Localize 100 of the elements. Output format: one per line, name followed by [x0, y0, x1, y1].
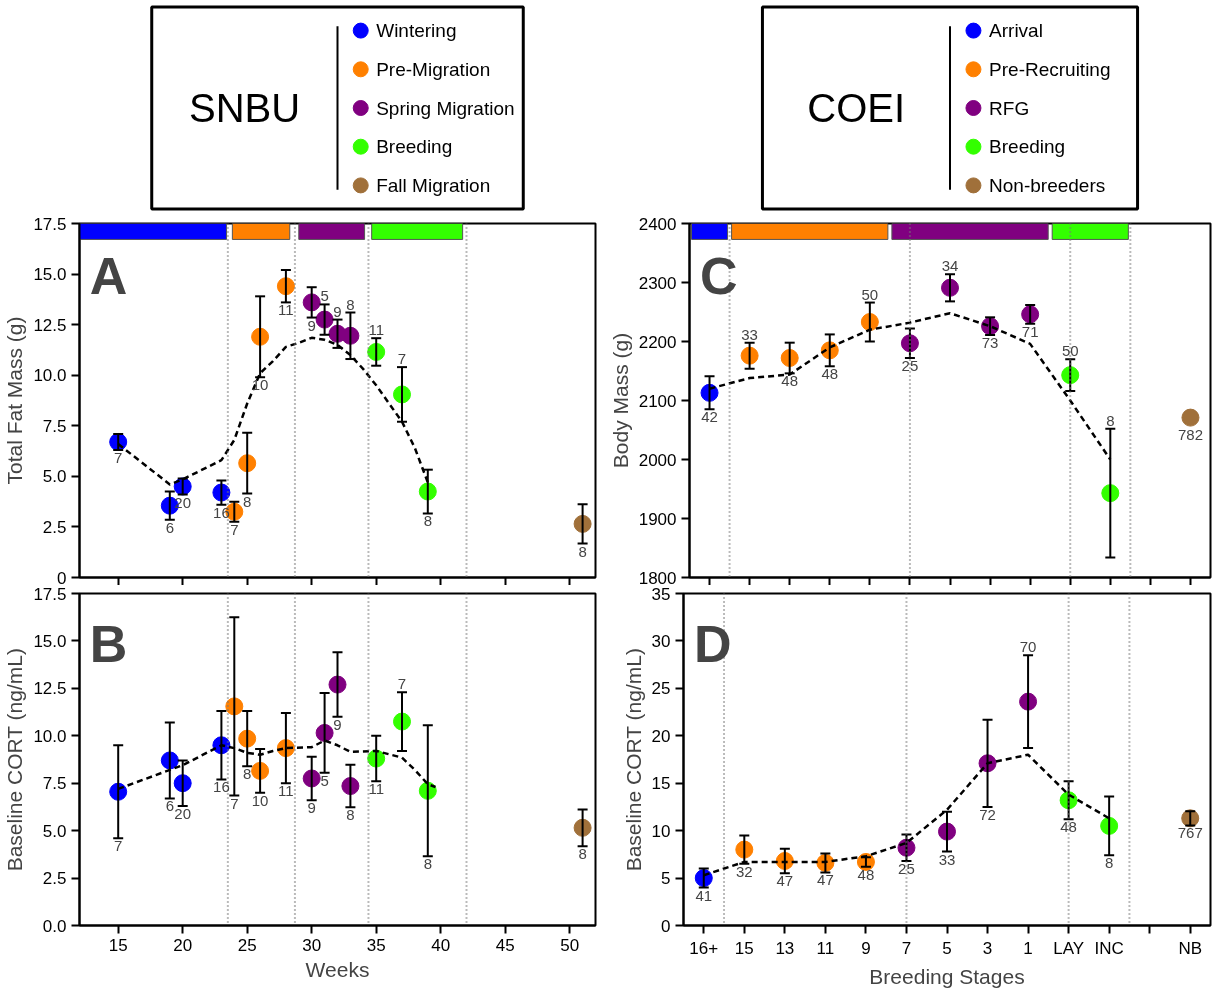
annotation: 16: [213, 778, 230, 796]
legend-label: Pre-Recruiting: [989, 58, 1111, 80]
x-tick-label: 45: [495, 935, 515, 955]
annotation: 5: [320, 771, 329, 789]
x-tick-label: 40: [431, 935, 451, 955]
annotation: 50: [1061, 342, 1079, 360]
annotation: 8: [243, 765, 252, 783]
annotation: B: [89, 615, 128, 674]
y-tick-label: 20: [651, 726, 671, 746]
legend-label: Spring Migration: [376, 97, 515, 119]
annotation: 11: [368, 321, 384, 339]
annotation: 7: [397, 675, 407, 693]
x-tick-label: 7: [901, 938, 912, 958]
x-tick-label: 15: [734, 938, 754, 958]
y-tick-label: 0: [661, 916, 671, 936]
annotation: 71: [1021, 322, 1039, 340]
annotation: A: [89, 246, 128, 305]
annotation: 9: [333, 302, 342, 320]
y-tick-label: 5.0: [42, 821, 67, 841]
y-tick-label: 2400: [638, 214, 677, 234]
annotation: 7: [114, 837, 123, 855]
x-tick-label: 20: [173, 935, 193, 955]
y-tick-label: 12.5: [33, 679, 67, 699]
y-tick-label: 0.0: [42, 916, 67, 936]
x-tick-label: LAY: [1053, 938, 1085, 958]
y-axis-title: Baseline CORT (ng/mL): [3, 648, 27, 872]
y-tick-label: 2200: [638, 332, 677, 352]
annotation: 8: [243, 492, 252, 510]
y-tick-label: 30: [651, 631, 671, 651]
x-tick-label: 15: [108, 935, 128, 955]
y-tick-label: 10: [651, 821, 671, 841]
annotation: 70: [1019, 638, 1037, 656]
y-tick-label: 17.5: [33, 214, 67, 234]
legend-label: Fall Migration: [376, 174, 491, 196]
y-axis-title: Body Mass (g): [608, 332, 632, 469]
y-tick-label: 2000: [638, 450, 677, 470]
x-tick-label: 35: [366, 935, 386, 955]
legend-label: Pre-Migration: [376, 58, 491, 80]
y-axis-title: Total Fat Mass (g): [3, 316, 27, 485]
annotation: 42: [701, 408, 718, 426]
annotation: 7: [230, 520, 239, 538]
y-tick-label: 2.5: [42, 517, 67, 537]
annotation: 782: [1177, 425, 1203, 443]
annotation: 8: [423, 512, 432, 530]
x-tick-label: 3: [982, 938, 993, 958]
annotation: 8: [346, 806, 355, 824]
x-tick-label: 30: [302, 935, 322, 955]
annotation: 7: [397, 350, 407, 368]
x-axis-title: Breeding Stages: [869, 964, 1025, 988]
annotation: 5: [320, 287, 329, 305]
y-tick-label: 12.5: [33, 315, 67, 335]
y-tick-label: 2300: [638, 273, 677, 293]
annotation: 6: [165, 797, 174, 815]
x-tick-label: INC: [1094, 938, 1124, 958]
y-tick-label: 2100: [638, 391, 677, 411]
annotation: 8: [1104, 854, 1114, 872]
annotation: 10: [251, 791, 269, 809]
x-tick-label: 1: [1023, 938, 1033, 958]
annotation: C: [699, 246, 738, 305]
annotation: 33: [938, 850, 956, 868]
annotation: 11: [278, 301, 294, 319]
annotation: 48: [857, 865, 875, 883]
annotation: 10: [251, 376, 269, 394]
legend-label: Breeding: [989, 136, 1066, 158]
annotation: 34: [941, 257, 959, 275]
annotation: 11: [278, 782, 294, 800]
annotation: 41: [695, 886, 713, 904]
annotation: 7: [114, 449, 123, 467]
annotation: 20: [174, 804, 192, 822]
legend-label: RFG: [989, 97, 1030, 119]
annotation: 32: [735, 862, 753, 880]
annotation: 8: [578, 542, 587, 560]
legend-label: Wintering: [376, 20, 457, 42]
annotation: 25: [898, 860, 915, 877]
annotation: 767: [1177, 824, 1203, 842]
annotation: 8: [1106, 411, 1115, 429]
x-tick-label: 9: [861, 938, 871, 958]
legend-title: SNBU: [189, 86, 301, 130]
annotation: 9: [307, 799, 316, 817]
y-tick-label: 15.0: [33, 631, 67, 651]
legend-title: COEI: [807, 86, 906, 130]
x-tick-label: 13: [775, 938, 795, 958]
annotation: 47: [776, 872, 794, 890]
x-tick-label: 5: [942, 938, 952, 958]
y-tick-label: 10.0: [33, 726, 67, 746]
annotation: 25: [901, 357, 919, 375]
x-tick-label: 25: [237, 935, 257, 955]
y-tick-label: 2.5: [42, 869, 67, 889]
y-tick-label: 5.0: [42, 467, 67, 487]
legend-label: Breeding: [376, 136, 453, 158]
annotation: 8: [578, 845, 587, 863]
annotation: 7: [230, 794, 239, 812]
legend-label: Non-breeders: [989, 174, 1106, 196]
annotation: 73: [981, 334, 999, 352]
y-tick-label: 15: [651, 774, 671, 794]
x-axis-title: Weeks: [305, 957, 370, 981]
annotation: 47: [817, 871, 834, 889]
annotation: 50: [861, 285, 879, 303]
y-tick-label: 7.5: [42, 774, 67, 794]
legend-label: Arrival: [989, 20, 1043, 42]
